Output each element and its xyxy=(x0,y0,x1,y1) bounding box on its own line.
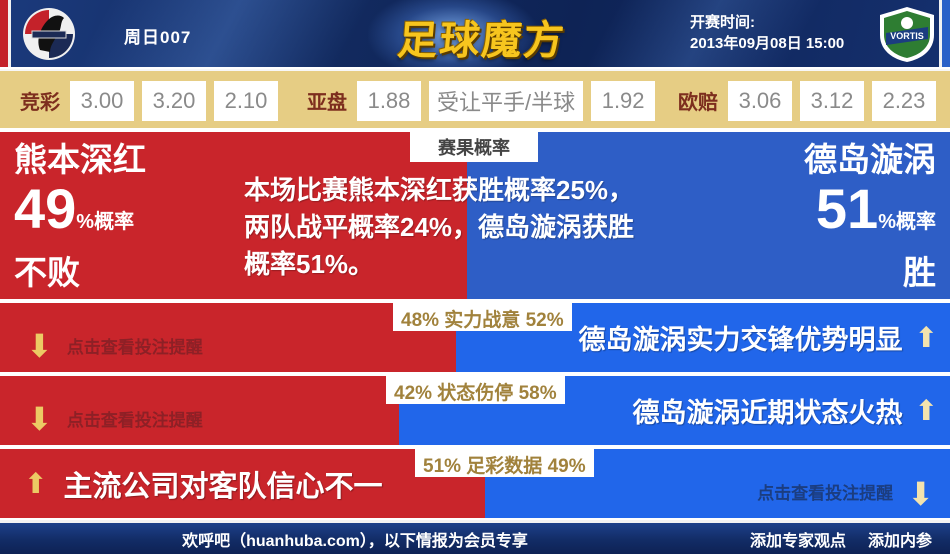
away-team-logo-icon: VORTIS xyxy=(880,7,934,62)
member-notice: 欢呼吧（huanhuba.com），以下情报为会员专享 xyxy=(182,532,528,550)
jingcai-label: 竞彩 xyxy=(20,92,60,114)
strength-split-label: 48% 实力战意 52% xyxy=(393,303,572,331)
factor-row-strength: 48% 实力战意 52% ⬇ 点击查看投注提醒 德岛漩涡实力交锋优势明显 ⬆ xyxy=(0,303,950,372)
right-edge-stripe xyxy=(942,0,950,67)
down-arrow-icon: ⬇ xyxy=(26,328,53,364)
oupei-away-odd: 2.23 xyxy=(872,80,936,121)
form-split-label: 42% 状态伤停 58% xyxy=(386,376,565,404)
home-team-block: 熊本深红 49%概率 不败 xyxy=(14,140,146,293)
oupei-draw-odd: 3.12 xyxy=(800,80,864,121)
away-probability-suffix: %概率 xyxy=(878,211,936,233)
strength-headline: 德岛漩涡实力交锋优势明显 ⬆ xyxy=(579,303,938,372)
lottery-split-label: 51% 足彩数据 49% xyxy=(415,449,594,477)
add-insider-info-link[interactable]: 添加内参 xyxy=(867,532,932,550)
up-arrow-icon: ⬆ xyxy=(24,468,48,499)
form-headline: 德岛漩涡近期状态火热 ⬆ xyxy=(633,376,938,445)
left-edge-gap xyxy=(8,0,11,67)
site-logo-wrap: 足球魔方 xyxy=(368,0,638,67)
home-probability-suffix: %概率 xyxy=(76,211,135,233)
probability-description: 本场比赛熊本深红获胜概率25%， 两队战平概率24%，德岛漩涡获胜 概率51%。 xyxy=(244,175,635,279)
oupei-home-odd: 3.06 xyxy=(728,80,792,121)
lottery-headline: ⬆ 主流公司对客队信心不一 xyxy=(24,449,382,518)
jingcai-odds-group: 竞彩 3.00 3.20 2.10 xyxy=(20,71,286,130)
up-arrow-icon: ⬆ xyxy=(914,395,938,426)
round-number: 周日007 xyxy=(124,28,192,47)
headline-text: 德岛漩涡近期状态火热 xyxy=(632,398,903,428)
euro-odds-group: 欧赔 3.06 3.12 2.23 xyxy=(678,71,944,130)
odds-bar: 竞彩 3.00 3.20 2.10 亚盘 1.88 受让平手/半球 1.92 欧… xyxy=(0,69,950,128)
home-team-logo-icon xyxy=(23,8,75,60)
factor-row-lottery-data: 51% 足彩数据 49% ⬆ 主流公司对客队信心不一 点击查看投注提醒 ⬇ xyxy=(0,449,950,518)
yapan-label: 亚盘 xyxy=(307,92,347,114)
footer-links: 添加专家观点 添加内参 xyxy=(750,523,932,554)
kickoff-time: 开赛时间: 2013年09月08日 15:00 xyxy=(690,12,844,54)
away-logo-text: VORTIS xyxy=(890,31,924,41)
match-header: 周日007 足球魔方 开赛时间: 2013年09月08日 15:00 VORTI… xyxy=(0,0,950,67)
jingcai-draw-odd: 3.20 xyxy=(142,80,206,121)
jingcai-away-odd: 2.10 xyxy=(214,80,278,121)
down-arrow-icon: ⬇ xyxy=(907,476,934,512)
bet-reminder-label: 点击查看投注提醒 xyxy=(757,484,894,503)
bet-reminder-link-home[interactable]: ⬇ 点击查看投注提醒 xyxy=(26,401,203,437)
footer-bar: 欢呼吧（huanhuba.com），以下情报为会员专享 添加专家观点 添加内参 xyxy=(0,520,950,554)
yapan-away-odd: 1.92 xyxy=(591,80,656,121)
yapan-home-odd: 1.88 xyxy=(357,80,421,121)
add-expert-view-link[interactable]: 添加专家观点 xyxy=(749,532,846,550)
result-probability-section: 赛果概率 熊本深红 49%概率 不败 本场比赛熊本深红获胜概率25%， 两队战平… xyxy=(0,132,950,299)
right-edge-gap xyxy=(939,0,942,67)
headline-text: 主流公司对客队信心不一 xyxy=(63,470,383,503)
jingcai-home-odd: 3.00 xyxy=(70,80,134,121)
bet-reminder-label: 点击查看投注提醒 xyxy=(66,338,203,357)
away-team-block: 德岛漩涡 51%概率 胜 xyxy=(804,140,936,293)
bet-reminder-link-away[interactable]: 点击查看投注提醒 ⬇ xyxy=(757,476,934,512)
bet-reminder-link-home[interactable]: ⬇ 点击查看投注提醒 xyxy=(26,328,203,364)
tab-result-probability[interactable]: 赛果概率 xyxy=(410,132,538,162)
down-arrow-icon: ⬇ xyxy=(26,401,53,437)
header-sheen xyxy=(58,0,382,67)
kickoff-label: 开赛时间: xyxy=(690,14,755,31)
yapan-handicap: 受让平手/半球 xyxy=(429,80,584,121)
away-team-name: 德岛漩涡 xyxy=(804,141,936,178)
away-probability-value: 51 xyxy=(815,177,879,240)
away-outcome: 胜 xyxy=(903,254,936,291)
bet-reminder-label: 点击查看投注提醒 xyxy=(66,411,203,430)
oupei-label: 欧赔 xyxy=(678,92,718,114)
headline-text: 德岛漩涡实力交锋优势明显 xyxy=(578,325,903,355)
left-edge-stripe xyxy=(0,0,8,67)
away-probability-bar xyxy=(467,132,950,299)
kickoff-datetime: 2013年09月08日 15:00 xyxy=(690,35,845,52)
home-team-name: 熊本深红 xyxy=(14,141,146,178)
asian-handicap-group: 亚盘 1.88 受让平手/半球 1.92 xyxy=(307,71,663,130)
site-logo: 足球魔方 xyxy=(395,19,568,63)
factor-row-form: 42% 状态伤停 58% ⬇ 点击查看投注提醒 德岛漩涡近期状态火热 ⬆ xyxy=(0,376,950,445)
logo-glow xyxy=(368,0,538,67)
home-outcome: 不败 xyxy=(14,254,80,291)
up-arrow-icon: ⬆ xyxy=(914,322,938,353)
home-probability-value: 49 xyxy=(14,177,77,240)
